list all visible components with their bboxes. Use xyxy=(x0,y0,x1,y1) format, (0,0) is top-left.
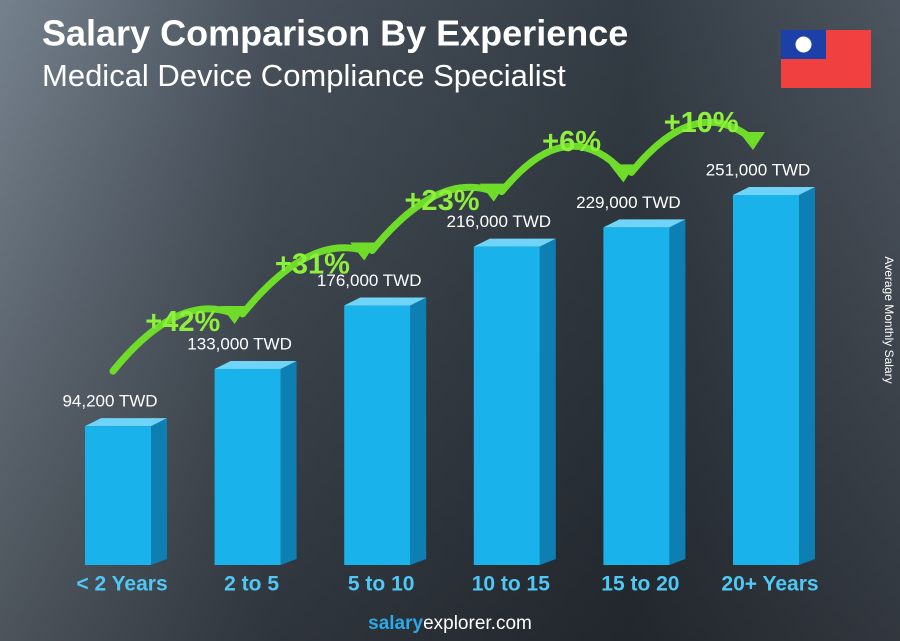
increase-label: +23% xyxy=(405,185,480,217)
x-tick-label: 2 to 5 xyxy=(224,573,279,596)
increase-arrow xyxy=(109,305,239,375)
increase-arrowhead xyxy=(220,305,247,324)
bar-top xyxy=(344,297,427,306)
value-label: 176,000 TWD xyxy=(317,271,422,290)
increase-arrowhead xyxy=(739,132,765,150)
bar-top xyxy=(214,360,297,369)
increase-arrowhead xyxy=(479,183,506,202)
value-label: 229,000 TWD xyxy=(576,193,681,212)
increase-arrow xyxy=(239,244,368,318)
value-label: 133,000 TWD xyxy=(187,334,292,353)
bar xyxy=(85,426,151,565)
bar-side xyxy=(799,187,815,565)
increase-label: +31% xyxy=(275,249,350,281)
flag-sun xyxy=(795,36,812,53)
x-tick-label: 10 to 15 xyxy=(472,573,551,596)
value-label: 251,000 TWD xyxy=(706,160,811,179)
bar xyxy=(214,368,281,565)
x-tick-label: 20+ Years xyxy=(721,573,818,596)
value-label: 94,200 TWD xyxy=(62,392,157,411)
x-tick-label: < 2 Years xyxy=(76,573,167,596)
increase-label: +42% xyxy=(145,306,220,338)
increase-label: +6% xyxy=(542,126,601,158)
bar xyxy=(344,305,411,565)
bar-top xyxy=(733,187,815,195)
flag xyxy=(781,30,871,88)
increase-arrow xyxy=(498,142,627,196)
footer: salaryexplorer.com xyxy=(368,613,532,634)
bar xyxy=(473,246,540,565)
x-tick-label: 15 to 20 xyxy=(601,573,679,596)
bar-top xyxy=(473,238,556,247)
bar-side xyxy=(669,219,686,565)
bar-side xyxy=(151,418,167,565)
footer-domain: explorer.com xyxy=(423,613,532,634)
bar xyxy=(603,227,670,565)
chart-subtitle: Medical Device Compliance Specialist xyxy=(42,58,566,93)
bar-side xyxy=(410,297,427,565)
increase-arrow xyxy=(368,183,498,255)
bar-top xyxy=(85,418,167,427)
y-axis-label: Average Monthly Salary xyxy=(882,256,896,383)
bar-top xyxy=(603,219,686,228)
increase-label: +10% xyxy=(664,107,739,139)
bar-side xyxy=(539,238,556,565)
increase-arrowhead xyxy=(609,164,636,183)
footer-brand: salary xyxy=(368,613,423,634)
increase-arrow xyxy=(627,118,757,176)
bar xyxy=(733,195,799,565)
value-label: 216,000 TWD xyxy=(447,212,552,231)
increase-arrowhead xyxy=(350,242,377,261)
x-tick-label: 5 to 10 xyxy=(348,573,415,596)
chart-title: Salary Comparison By Experience xyxy=(42,13,628,54)
bar-side xyxy=(280,360,297,565)
